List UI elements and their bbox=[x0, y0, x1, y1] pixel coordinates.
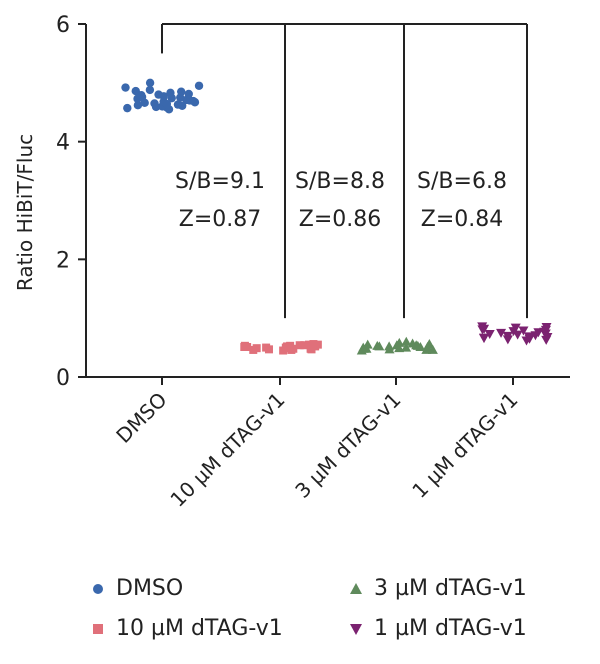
data-point bbox=[313, 340, 322, 349]
legend-label: DMSO bbox=[116, 576, 184, 601]
data-point bbox=[184, 89, 193, 99]
data-point bbox=[178, 101, 187, 110]
data-point bbox=[177, 87, 186, 96]
data-point bbox=[133, 100, 143, 110]
legend: DMSO 10 µM dTAG-v1 3 µM dTAG-v1 1 µM dTA… bbox=[0, 560, 600, 664]
y-tick-label: 2 bbox=[56, 248, 70, 273]
data-point bbox=[502, 335, 513, 345]
data-point bbox=[131, 86, 140, 96]
legend-label: 1 µM dTAG-v1 bbox=[374, 616, 527, 641]
data-point bbox=[121, 83, 130, 92]
data-point bbox=[484, 330, 495, 340]
data-point bbox=[162, 99, 172, 109]
legend-item-3um: 3 µM dTAG-v1 bbox=[350, 576, 527, 601]
data-point bbox=[372, 340, 383, 350]
data-point bbox=[518, 326, 529, 336]
data-point bbox=[133, 94, 142, 103]
annotation-label: S/B=6.8 bbox=[417, 169, 507, 194]
data-point bbox=[151, 102, 161, 112]
data-point bbox=[145, 85, 155, 95]
data-point bbox=[306, 344, 315, 353]
annotation-label: Z=0.87 bbox=[179, 207, 262, 232]
data-point bbox=[541, 335, 552, 345]
data-point bbox=[541, 322, 552, 332]
legend-item-1um: 1 µM dTAG-v1 bbox=[350, 616, 527, 641]
data-point bbox=[145, 78, 155, 88]
data-point bbox=[123, 103, 132, 113]
data-point bbox=[401, 342, 412, 352]
data-point bbox=[478, 333, 489, 343]
y-tick-label: 6 bbox=[56, 13, 70, 38]
data-point bbox=[189, 96, 198, 106]
y-axis-label: Ratio HiBiT/Fluc bbox=[13, 134, 37, 291]
legend-label: 10 µM dTAG-v1 bbox=[116, 616, 283, 641]
y-tick-label: 0 bbox=[56, 366, 70, 391]
circle-marker-icon bbox=[93, 583, 103, 594]
annotation-label: S/B=8.8 bbox=[295, 169, 385, 194]
data-point bbox=[401, 336, 412, 346]
annotation-label: S/B=9.1 bbox=[175, 169, 265, 194]
data-point bbox=[427, 344, 438, 354]
data-point bbox=[167, 93, 176, 103]
data-point bbox=[262, 343, 271, 352]
data-point bbox=[300, 341, 309, 350]
legend-item-10um: 10 µM dTAG-v1 bbox=[92, 616, 283, 641]
data-point bbox=[523, 332, 534, 342]
data-point bbox=[240, 342, 249, 351]
data-point bbox=[384, 341, 395, 351]
x-tick-label: 10 µM dTAG-v1 bbox=[165, 388, 289, 512]
data-point bbox=[412, 340, 423, 350]
data-point bbox=[394, 343, 405, 353]
legend-item-dmso: DMSO bbox=[92, 576, 183, 601]
triangle-marker-icon bbox=[350, 582, 362, 594]
annotation-label: Z=0.84 bbox=[421, 207, 504, 232]
data-point bbox=[424, 339, 435, 349]
data-point bbox=[394, 337, 405, 347]
data-point bbox=[530, 331, 541, 341]
data-point bbox=[508, 327, 519, 337]
x-tick-label: 1 µM dTAG-v1 bbox=[407, 388, 522, 503]
data-point bbox=[496, 328, 507, 338]
data-point bbox=[295, 341, 304, 350]
data-point bbox=[361, 343, 372, 353]
data-point bbox=[283, 342, 292, 351]
triangle-down-marker-icon bbox=[350, 623, 362, 635]
data-point bbox=[249, 345, 258, 354]
x-tick-label: DMSO bbox=[111, 388, 171, 448]
data-point bbox=[279, 346, 288, 355]
y-tick-label: 4 bbox=[56, 131, 70, 156]
data-point bbox=[477, 325, 488, 335]
square-marker-icon bbox=[93, 623, 103, 634]
legend-label: 3 µM dTAG-v1 bbox=[374, 576, 527, 601]
data-point bbox=[194, 81, 204, 90]
annotation-label: Z=0.86 bbox=[299, 207, 382, 232]
x-tick-label: 3 µM dTAG-v1 bbox=[290, 388, 405, 503]
